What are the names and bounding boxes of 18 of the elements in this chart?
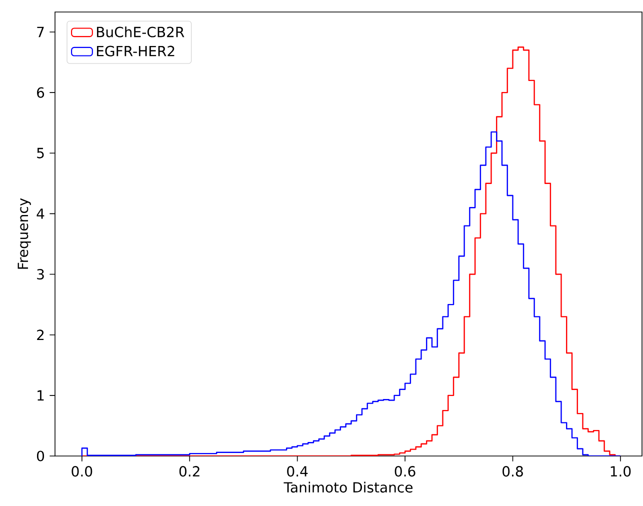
x-tick-label: 0.4	[287, 466, 308, 477]
y-tick-label: 6	[37, 87, 44, 98]
y-tick-label: 5	[37, 148, 44, 158]
x-tick-label: 0.6	[394, 466, 416, 477]
y-tick-label: 4	[36, 208, 44, 219]
y-tick-label: 3	[37, 268, 44, 280]
legend-label: EGFR-HER2	[96, 46, 174, 56]
x-tick-label: 0.8	[502, 466, 523, 477]
y-tick-label: 1	[38, 390, 44, 401]
y-axis-title: Frequency	[18, 198, 31, 269]
y-tick-label: 7	[37, 26, 44, 38]
legend-label: BuChE-CB2R	[96, 26, 184, 38]
y-tick-label: 0	[36, 450, 44, 462]
x-tick-label: 0.0	[72, 466, 92, 477]
x-tick-label: 1.0	[610, 466, 631, 477]
x-axis-title: Tanimoto Distance	[284, 482, 413, 493]
y-tick-label: 2	[37, 330, 44, 340]
x-tick-label: 0.2	[179, 466, 200, 477]
